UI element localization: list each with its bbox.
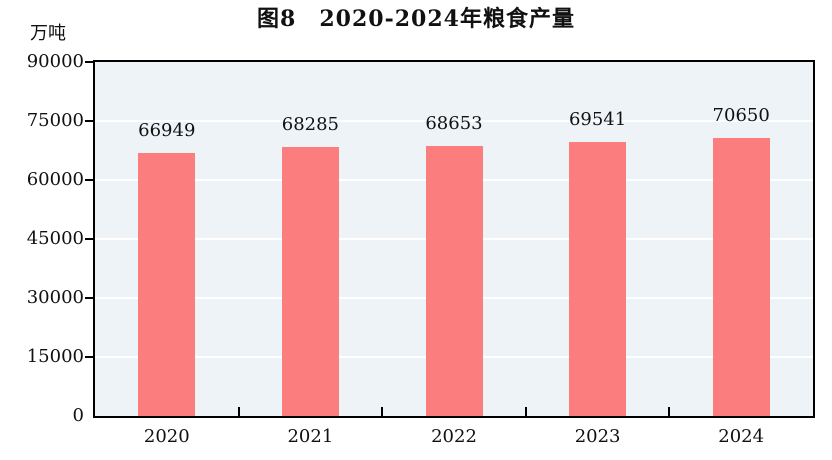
x-axis-tick xyxy=(237,407,240,416)
y-tick-label: 0 xyxy=(72,405,84,426)
y-tick-label: 90000 xyxy=(26,51,84,72)
bar xyxy=(138,152,196,416)
y-axis-tick xyxy=(85,356,93,358)
bar-value-label: 70650 xyxy=(712,105,770,127)
y-tick-label: 60000 xyxy=(26,169,84,190)
y-tick-label: 15000 xyxy=(26,346,84,367)
y-tick-label: 45000 xyxy=(26,228,84,249)
y-axis-tick xyxy=(85,238,93,240)
bar-value-label: 68285 xyxy=(281,114,340,136)
y-axis-tick xyxy=(85,179,93,181)
y-axis-tick xyxy=(85,297,93,299)
y-axis-unit-label: 万吨 xyxy=(30,23,66,44)
y-axis-tick xyxy=(85,61,93,63)
bar xyxy=(425,145,483,416)
y-axis-tick xyxy=(85,120,93,122)
x-axis-tick xyxy=(381,407,384,416)
x-tick-label: 2024 xyxy=(718,426,765,447)
chart-title: 图8 2020-2024年粮食产量 xyxy=(257,6,575,32)
bar xyxy=(712,138,770,416)
gridline xyxy=(95,120,813,122)
x-tick-label: 2023 xyxy=(574,426,621,447)
bar xyxy=(281,147,339,416)
bar-value-label: 68653 xyxy=(425,112,483,134)
x-axis-tick xyxy=(668,407,671,416)
bar xyxy=(569,142,627,416)
y-tick-label: 30000 xyxy=(26,287,84,308)
y-tick-label: 75000 xyxy=(26,110,84,131)
bar-value-label: 66949 xyxy=(138,119,196,141)
x-axis-tick xyxy=(524,407,527,416)
x-tick-label: 2020 xyxy=(143,426,190,447)
x-tick-label: 2021 xyxy=(287,426,334,447)
bar-value-label: 69541 xyxy=(568,109,627,131)
x-tick-label: 2022 xyxy=(431,426,477,447)
